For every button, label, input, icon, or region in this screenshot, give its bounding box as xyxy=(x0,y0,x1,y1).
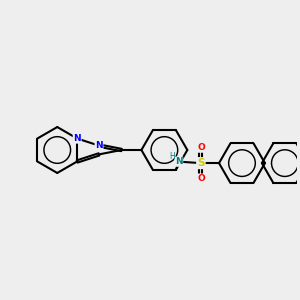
Text: O: O xyxy=(197,174,205,183)
Text: N: N xyxy=(95,141,103,150)
Text: H: H xyxy=(169,152,175,161)
Text: N: N xyxy=(73,134,81,143)
Text: O: O xyxy=(197,143,205,152)
Text: S: S xyxy=(197,158,205,168)
Text: N: N xyxy=(175,157,183,166)
